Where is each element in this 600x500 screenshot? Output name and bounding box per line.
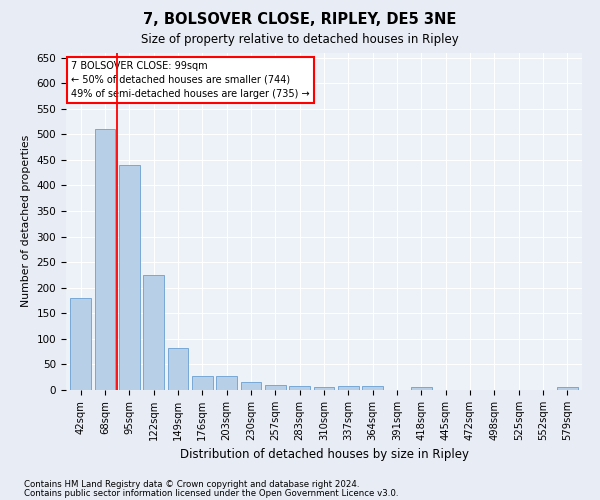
Bar (119, 165, 140, 390)
Bar (143, 275, 164, 390)
Bar (167, 348, 188, 390)
Text: Contains HM Land Registry data © Crown copyright and database right 2024.: Contains HM Land Registry data © Crown c… (24, 480, 359, 489)
Bar (314, 387, 334, 390)
X-axis label: Distribution of detached houses by size in Ripley: Distribution of detached houses by size … (179, 448, 469, 462)
Bar (265, 385, 286, 390)
Bar (241, 382, 262, 390)
Bar (362, 386, 383, 390)
Bar (216, 376, 237, 390)
Bar (338, 386, 359, 390)
Bar (411, 388, 432, 390)
Text: Size of property relative to detached houses in Ripley: Size of property relative to detached ho… (141, 32, 459, 46)
Text: 7 BOLSOVER CLOSE: 99sqm
← 50% of detached houses are smaller (744)
49% of semi-d: 7 BOLSOVER CLOSE: 99sqm ← 50% of detache… (71, 61, 310, 99)
Bar (95, 129, 115, 390)
Text: 7, BOLSOVER CLOSE, RIPLEY, DE5 3NE: 7, BOLSOVER CLOSE, RIPLEY, DE5 3NE (143, 12, 457, 28)
Bar (289, 386, 310, 390)
Bar (557, 388, 578, 390)
Text: Contains public sector information licensed under the Open Government Licence v3: Contains public sector information licen… (24, 488, 398, 498)
Bar (70, 298, 91, 390)
Bar (192, 376, 212, 390)
Y-axis label: Number of detached properties: Number of detached properties (21, 135, 31, 308)
